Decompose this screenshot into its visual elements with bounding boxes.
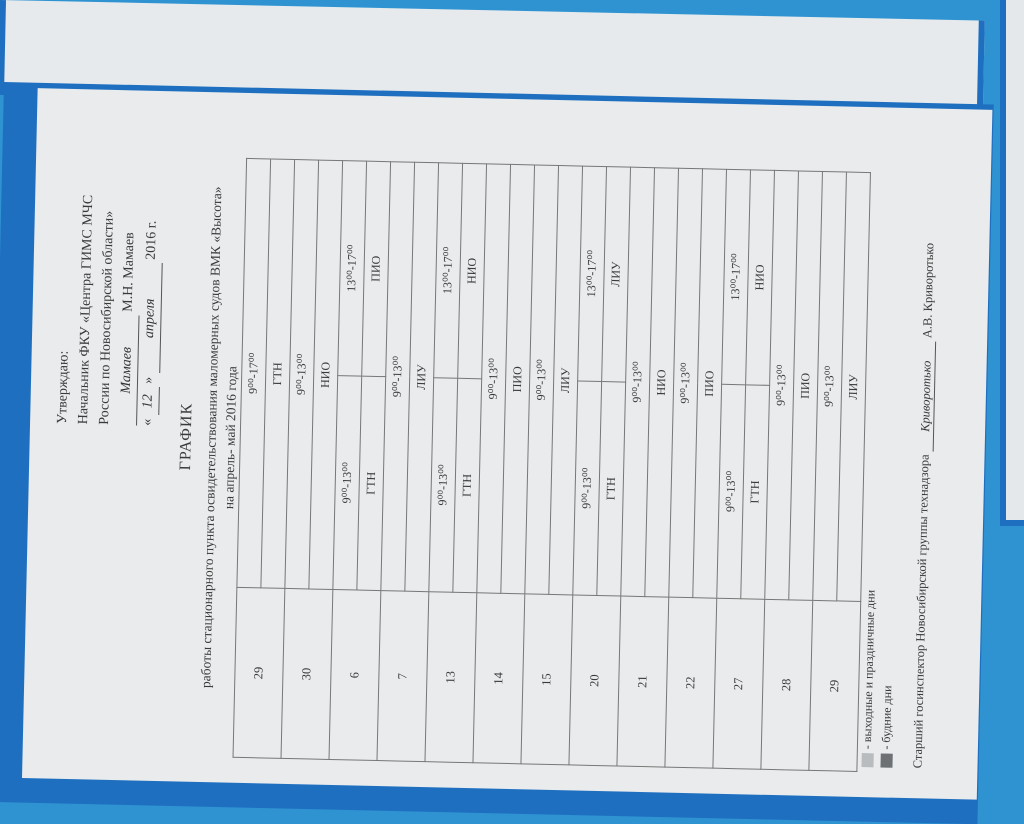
legend-swatch — [861, 753, 875, 768]
footer-signature-line: Старший госинспектор Новосибирской групп… — [910, 118, 941, 769]
date-cell: 29 — [808, 600, 861, 772]
date-cell: 27 — [712, 598, 765, 770]
date-cell: 15 — [520, 594, 573, 765]
legend: - выходные и праздничные дни - будние дн… — [857, 590, 899, 768]
right-posted-sheet — [1000, 0, 1024, 526]
date-cell: 21 — [616, 596, 669, 768]
date-cell: 13 — [424, 591, 477, 763]
legend-label: - выходные и праздничные дни — [859, 589, 878, 750]
date-cell: 22 — [664, 597, 717, 769]
date-cell: 7 — [376, 590, 429, 762]
date-cell: 6 — [328, 589, 381, 761]
legend-swatch — [880, 753, 894, 768]
approval-year: 2016 г. — [143, 220, 160, 260]
legend-label: - будние дни — [878, 685, 895, 750]
approval-block: Утверждаю: Начальник ФКУ «Центра ГИМС МЧ… — [52, 94, 166, 426]
schedule-document: Утверждаю: Начальник ФКУ «Центра ГИМС МЧ… — [22, 88, 993, 800]
date-cell: 28 — [760, 599, 813, 771]
approval-month: апреля — [138, 263, 163, 374]
legend-item-weekday: - будние дни — [876, 590, 899, 768]
date-cell: 30 — [281, 588, 333, 760]
date-cell: 20 — [568, 595, 621, 766]
date-cell: 29 — [233, 587, 285, 759]
approval-signer: М.Н. Мамаев — [120, 232, 138, 312]
approval-day: 12 — [137, 387, 160, 416]
schedule-table: 29 9⁰⁰-17⁰⁰ ГТН 30 9⁰⁰-13⁰⁰ НИО 6 9⁰⁰-13⁰⁰ 13⁰⁰-… — [233, 158, 871, 772]
date-cell: 14 — [472, 593, 525, 764]
footer-name: А.В. Криворотько — [920, 242, 937, 339]
footer-position: Старший госинспектор Новосибирской групп… — [910, 454, 932, 769]
footer-signature: Криворотько — [917, 341, 937, 452]
approval-signature: Мамаев — [115, 315, 140, 426]
